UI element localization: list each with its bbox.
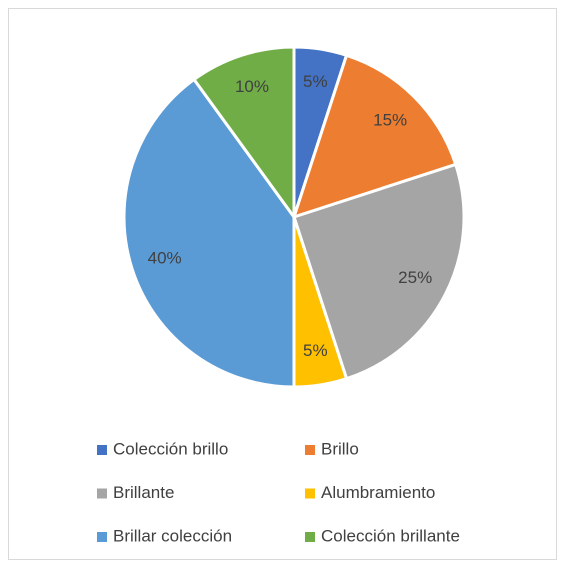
pie-slice bbox=[292, 162, 466, 381]
data-label: 25% bbox=[398, 268, 432, 287]
legend-swatch bbox=[97, 488, 107, 499]
data-label: 5% bbox=[303, 72, 328, 91]
data-label: 5% bbox=[303, 341, 328, 360]
legend-label: Brillo bbox=[321, 439, 359, 458]
pie-slice bbox=[191, 45, 296, 222]
data-label: 40% bbox=[148, 249, 182, 268]
legend-swatch bbox=[305, 488, 315, 499]
data-label: 15% bbox=[373, 110, 407, 129]
legend-swatch bbox=[305, 532, 315, 542]
legend-swatch bbox=[97, 532, 107, 542]
legend-swatch bbox=[305, 445, 315, 455]
legend-label: Brillar colección bbox=[113, 526, 232, 545]
data-label: 10% bbox=[235, 77, 269, 96]
pie-slice bbox=[122, 77, 296, 389]
legend-label: Colección brillo bbox=[113, 439, 228, 458]
legend-label: Alumbramiento bbox=[321, 483, 435, 502]
legend-label: Colección brillante bbox=[321, 526, 460, 545]
legend-swatch bbox=[97, 445, 107, 455]
legend-label: Brillante bbox=[113, 483, 174, 502]
